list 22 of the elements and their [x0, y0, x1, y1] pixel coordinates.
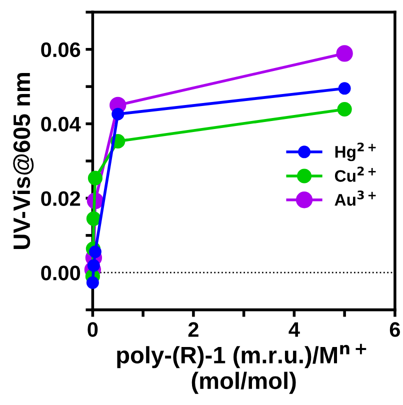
y-tick-label: 0.06 [41, 42, 80, 58]
point [88, 170, 102, 186]
legend-label: Au$^{3+}$ [334, 190, 376, 206]
point [337, 102, 352, 117]
point [336, 45, 353, 62]
x-tick-label: 6 [390, 322, 400, 337]
y-axis-title: UV-Vis@605 nm [12, 73, 34, 249]
y-tick-label: 0.04 [41, 116, 81, 132]
x-tick-label: 2 [188, 322, 198, 337]
point [86, 211, 101, 226]
point [338, 82, 351, 95]
y-tick-label: 0.00 [41, 266, 80, 280]
legend-label: Cu$^{2+}$ [334, 166, 376, 182]
point [87, 259, 100, 272]
legend-label: Hg$^{2+}$ [335, 142, 376, 162]
y-tick-label: 0.02 [41, 191, 80, 206]
x-tick-label: 4 [288, 322, 300, 337]
x-tick-label: 0 [88, 322, 98, 337]
point [88, 246, 102, 258]
point [86, 276, 99, 289]
point [112, 108, 124, 120]
text: poly-(R)-1 (m.r.u.)/M$^{n+}$ (mol/mol) [117, 344, 366, 394]
